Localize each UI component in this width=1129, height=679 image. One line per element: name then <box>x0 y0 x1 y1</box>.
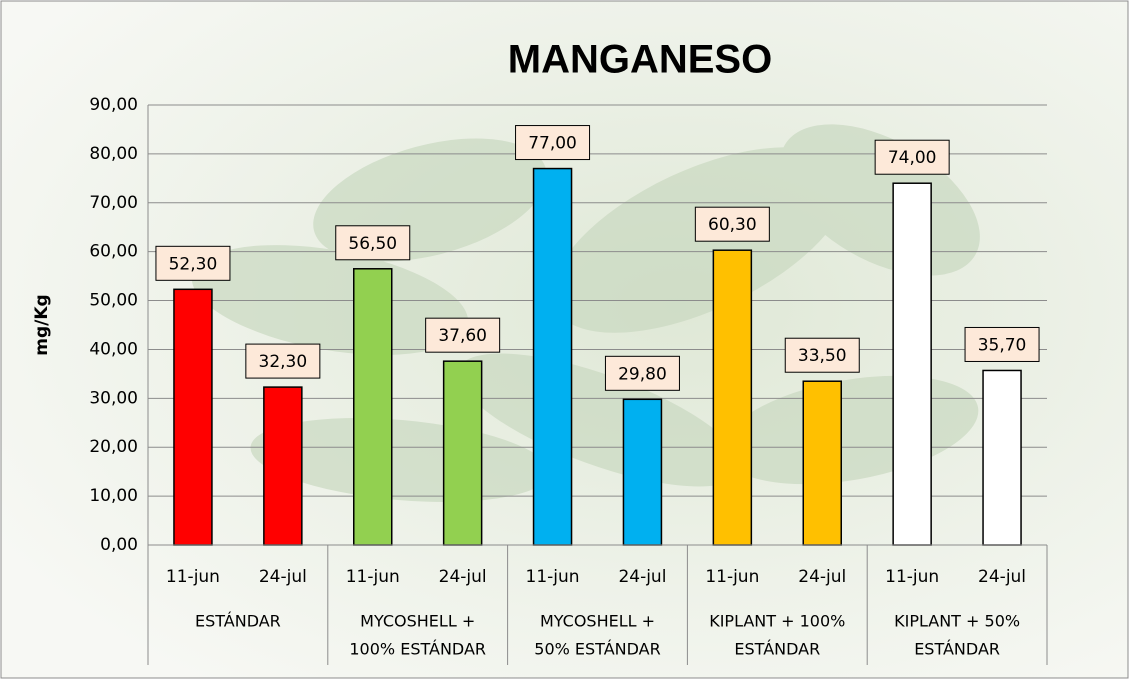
value-label: 56,50 <box>348 234 397 254</box>
bar <box>803 381 841 545</box>
x-tick-label: 24-jul <box>439 567 487 587</box>
bar <box>174 289 212 545</box>
y-tick-label: 40,00 <box>89 339 138 359</box>
group-label: ESTÁNDAR <box>734 640 820 659</box>
page: {"chart_data": { "type": "bar", "title":… <box>0 0 1129 679</box>
chart: MANGANESO mg/Kg 0,00 10,00 20,00 30,00 40,00… <box>0 0 1129 679</box>
bar <box>444 361 482 545</box>
group-label: ESTÁNDAR <box>195 612 281 631</box>
bar <box>534 169 572 545</box>
x-tick-label: 11-jun <box>705 567 759 587</box>
y-tick-label: 10,00 <box>89 486 138 506</box>
x-tick-label: 24-jul <box>798 567 846 587</box>
x-tick-label: 11-jun <box>885 567 939 587</box>
value-label: 33,50 <box>798 346 847 366</box>
y-tick-label: 0,00 <box>100 535 138 555</box>
value-label: 37,60 <box>438 326 487 346</box>
bar <box>264 387 302 545</box>
y-axis-label: mg/Kg <box>32 294 52 355</box>
x-tick-label: 24-jul <box>978 567 1026 587</box>
group-label: MYCOSHELL + <box>360 612 475 631</box>
bar <box>713 250 751 545</box>
group-label: KIPLANT + 50% <box>894 612 1020 631</box>
y-tick-label: 20,00 <box>89 437 138 457</box>
y-tick-label: 80,00 <box>89 144 138 164</box>
x-tick-label: 11-jun <box>166 567 220 587</box>
group-label: ESTÁNDAR <box>914 640 1000 659</box>
bar <box>893 183 931 545</box>
chart-title: MANGANESO <box>508 38 772 82</box>
group-label: 100% ESTÁNDAR <box>349 640 486 659</box>
group-label: KIPLANT + 100% <box>709 612 845 631</box>
y-tick-label: 30,00 <box>89 388 138 408</box>
group-label: 50% ESTÁNDAR <box>534 640 660 659</box>
value-label: 35,70 <box>978 335 1027 355</box>
x-tick-label: 24-jul <box>259 567 307 587</box>
x-tick-label: 11-jun <box>526 567 580 587</box>
bar <box>983 370 1021 545</box>
value-label: 29,80 <box>618 364 667 384</box>
bar <box>354 269 392 545</box>
x-tick-label: 24-jul <box>618 567 666 587</box>
value-label: 77,00 <box>528 134 577 154</box>
y-tick-label: 60,00 <box>89 242 138 262</box>
y-tick-label: 70,00 <box>89 193 138 213</box>
bar <box>623 399 661 545</box>
group-label: MYCOSHELL + <box>540 612 655 631</box>
value-label: 60,30 <box>708 215 757 235</box>
y-tick-label: 50,00 <box>89 291 138 311</box>
value-label: 74,00 <box>888 148 937 168</box>
y-tick-label: 90,00 <box>89 95 138 115</box>
value-label: 52,30 <box>169 254 218 274</box>
value-label: 32,30 <box>259 352 308 372</box>
x-tick-label: 11-jun <box>346 567 400 587</box>
